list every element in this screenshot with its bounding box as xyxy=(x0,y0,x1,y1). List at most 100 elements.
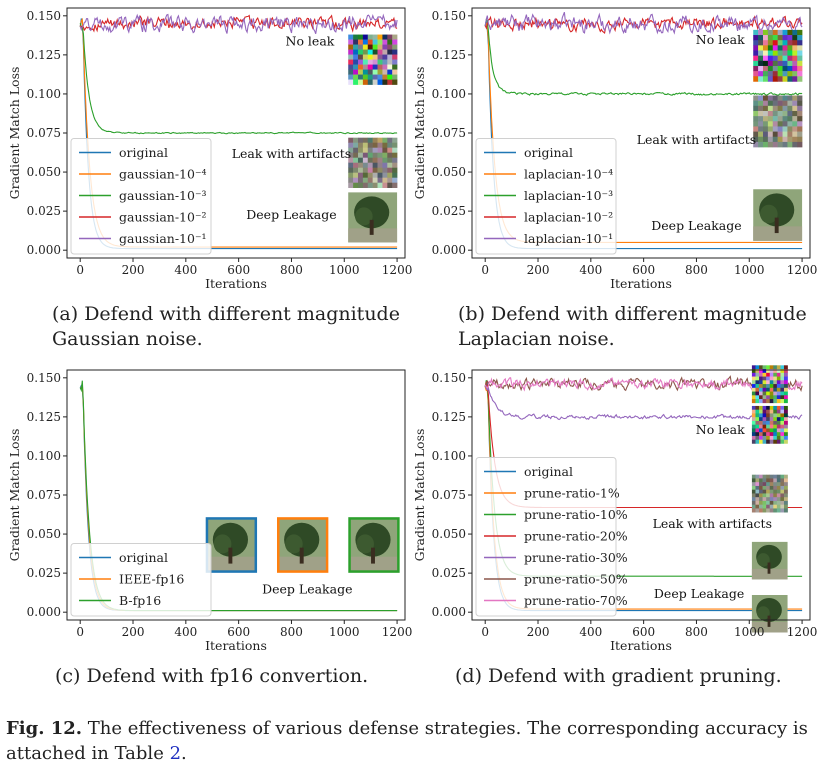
annotation-b-0: No leak xyxy=(696,32,745,47)
x-tick-label-c-4: 800 xyxy=(280,625,303,639)
x-tick-label-b-1: 200 xyxy=(527,263,550,277)
y-axis-label-c: Gradient Match Loss xyxy=(7,429,22,562)
annotation-d-0: No leak xyxy=(696,422,745,437)
x-axis-label-c: Iterations xyxy=(205,638,267,653)
y-tick-label-c-3: 0.075 xyxy=(27,488,61,502)
thumbnail-tree-d-4 xyxy=(751,595,788,633)
x-tick-label-b-5: 1000 xyxy=(734,263,765,277)
x-axis-label-a: Iterations xyxy=(205,276,267,291)
y-tick-label-b-6: 0.150 xyxy=(432,9,466,23)
legend-label-b-1: laplacian-10⁻⁴ xyxy=(524,167,613,182)
legend-label-a-0: original xyxy=(119,145,168,160)
legend-label-c-0: original xyxy=(119,550,168,565)
legend-label-b-2: laplacian-10⁻³ xyxy=(524,188,613,203)
y-tick-label-c-1: 0.025 xyxy=(27,566,61,580)
x-tick-label-d-4: 800 xyxy=(685,625,708,639)
x-tick-label-c-1: 200 xyxy=(122,625,145,639)
legend-label-d-4: prune-ratio-30% xyxy=(524,550,628,565)
annotation-a-1: Leak with artifacts xyxy=(232,146,351,161)
figure-caption: Fig. 12. The effectiveness of various de… xyxy=(6,716,818,766)
x-tick-label-a-5: 1000 xyxy=(329,263,360,277)
chart-panel-d: No leak Leak with artifacts Deep Leakage 0 2… xyxy=(412,365,817,653)
legend-label-d-3: prune-ratio-20% xyxy=(524,529,628,544)
caption-a-line2: Gaussian noise. xyxy=(52,328,203,350)
legend-label-d-6: prune-ratio-70% xyxy=(524,593,628,608)
thumbnail-noise-d-0 xyxy=(751,365,788,404)
series-line-a-2 xyxy=(79,23,398,135)
x-tick-label-d-6: 1200 xyxy=(787,625,818,639)
y-tick-label-a-6: 0.150 xyxy=(27,9,61,23)
y-tick-label-d-0: 0.000 xyxy=(432,605,466,619)
annotation-c-0: Deep Leakage xyxy=(262,581,352,596)
chart-panel-c: Deep Leakage 0 200 400 600 800 1000 1200 0.000 0.… xyxy=(7,369,412,653)
caption-d: (d) Defend with gradient pruning. xyxy=(455,664,782,689)
series-line-b-4 xyxy=(484,12,803,35)
y-tick-label-d-2: 0.050 xyxy=(432,527,466,541)
series-line-b-2 xyxy=(484,18,803,97)
figure-caption-end: . xyxy=(181,743,187,764)
x-tick-label-b-2: 400 xyxy=(579,263,602,277)
thumbnail-noise-d-1 xyxy=(751,405,788,444)
x-tick-label-c-3: 600 xyxy=(227,625,250,639)
x-tick-label-a-4: 800 xyxy=(280,263,303,277)
y-tick-label-d-5: 0.125 xyxy=(432,410,466,424)
x-tick-label-a-3: 600 xyxy=(227,263,250,277)
legend-c: original IEEE-fp16 B-fp16 xyxy=(70,543,212,617)
x-tick-label-d-0: 0 xyxy=(481,625,489,639)
thumbnail-tree-c-0 xyxy=(205,517,258,573)
y-axis-label-b: Gradient Match Loss xyxy=(412,67,427,200)
legend-b: original laplacian-10⁻⁴ laplacian-10⁻³ lapl… xyxy=(475,138,617,255)
annotation-d-1: Leak with artifacts xyxy=(653,516,772,531)
figure-caption-text: The effectiveness of various defense str… xyxy=(6,718,808,764)
y-tick-label-a-3: 0.075 xyxy=(27,126,61,140)
y-tick-label-a-4: 0.100 xyxy=(27,87,61,101)
thumbnails-d xyxy=(751,365,788,633)
annotation-b-1: Leak with artifacts xyxy=(637,132,756,147)
thumbnail-tree-b-2 xyxy=(753,189,803,241)
x-tick-label-a-1: 200 xyxy=(122,263,145,277)
chart-panel-a: No leak Leak with artifacts Deep Leakage 0 2… xyxy=(7,7,412,291)
caption-d-line1: (d) Defend with gradient pruning. xyxy=(455,665,782,687)
annotation-a-2: Deep Leakage xyxy=(246,207,336,222)
y-tick-label-b-1: 0.025 xyxy=(432,204,466,218)
thumbnails-a xyxy=(348,34,398,243)
thumbnail-artifacts-b-1 xyxy=(753,95,803,148)
caption-a-line1: (a) Defend with different magnitude xyxy=(52,303,400,325)
y-tick-label-b-3: 0.075 xyxy=(432,126,466,140)
x-tick-label-b-0: 0 xyxy=(481,263,489,277)
annotation-d-2: Deep Leakage xyxy=(654,586,744,601)
x-tick-label-d-5: 1000 xyxy=(734,625,765,639)
legend-label-b-0: original xyxy=(524,145,573,160)
legend-label-d-0: original xyxy=(524,464,573,479)
x-tick-label-c-5: 1000 xyxy=(329,625,360,639)
series-line-d-4 xyxy=(484,384,803,421)
thumbnail-tree-c-2 xyxy=(348,517,400,573)
x-tick-label-d-2: 400 xyxy=(579,625,602,639)
thumbnail-tree-a-2 xyxy=(348,192,398,243)
series-line-d-6 xyxy=(484,377,803,392)
x-tick-label-a-0: 0 xyxy=(76,263,84,277)
thumbnail-artifacts-d-2 xyxy=(751,474,788,513)
x-tick-label-c-2: 400 xyxy=(174,625,197,639)
legend-label-d-5: prune-ratio-50% xyxy=(524,572,628,587)
legend-label-a-4: gaussian-10⁻¹ xyxy=(119,231,207,246)
y-tick-label-a-5: 0.125 xyxy=(27,48,61,62)
legend-label-a-3: gaussian-10⁻² xyxy=(119,210,207,225)
y-tick-label-a-0: 0.000 xyxy=(27,243,61,257)
y-tick-label-b-0: 0.000 xyxy=(432,243,466,257)
x-tick-label-a-2: 400 xyxy=(174,263,197,277)
x-tick-label-b-3: 600 xyxy=(632,263,655,277)
series-line-a-4 xyxy=(79,13,398,34)
legend-label-c-1: IEEE-fp16 xyxy=(119,572,184,587)
caption-c-line1: (c) Defend with fp16 convertion. xyxy=(55,665,369,687)
caption-b-line2: Laplacian noise. xyxy=(458,328,615,350)
caption-c: (c) Defend with fp16 convertion. xyxy=(55,664,368,689)
table-ref-link[interactable]: 2 xyxy=(169,743,182,764)
figure-label: Fig. 12. xyxy=(6,718,83,739)
legend-d: original prune-ratio-1% prune-ratio-10% pru… xyxy=(475,457,628,617)
y-tick-label-b-2: 0.050 xyxy=(432,165,466,179)
x-axis-label-b: Iterations xyxy=(610,276,672,291)
legend-a: original gaussian-10⁻⁴ gaussian-10⁻³ gaussi… xyxy=(70,138,212,255)
x-tick-label-d-1: 200 xyxy=(527,625,550,639)
legend-label-c-2: B-fp16 xyxy=(119,593,161,608)
